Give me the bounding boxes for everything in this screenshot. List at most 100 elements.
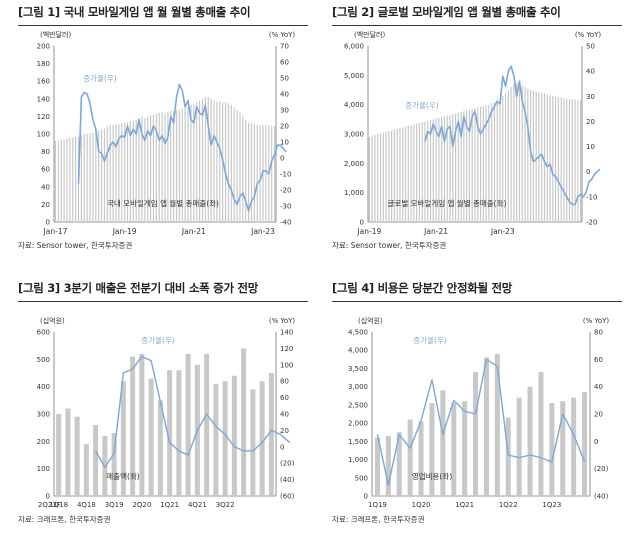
bar: [510, 87, 512, 222]
left-tick-label: 4,500: [348, 329, 368, 337]
figure-title: [그림 4] 비용은 당분간 안정화될 전망: [332, 281, 513, 295]
growth-line: [77, 83, 287, 212]
x-tick-label: 3Q19: [105, 501, 124, 509]
figure-source: 자료: Sensor tower, 한국투자증권: [332, 241, 447, 250]
bar: [546, 94, 548, 222]
bar: [201, 98, 204, 222]
bar: [93, 424, 99, 496]
bar: [549, 403, 555, 496]
bar: [121, 123, 123, 222]
bar: [462, 401, 468, 496]
left-axis-unit: (백만달러): [354, 30, 385, 39]
figure-2: [그림 2] 글로벌 모바일게임 앱 월별 총매출 추이 (백만달러) (% Yo…: [322, 4, 632, 269]
bar: [443, 116, 446, 222]
figure-4: [그림 4] 비용은 당분간 안정화될 전망 (십억원) (% YoY) 4,500…: [322, 280, 632, 545]
bar: [86, 134, 88, 222]
chart-4: (십억원) (% YoY) 4,500 4,000 3,500 3,000 2,500 2,0…: [348, 316, 610, 509]
bar: [527, 88, 529, 222]
bar: [124, 122, 126, 222]
bar: [374, 134, 376, 222]
right-tick-label: -20: [586, 219, 597, 227]
bar: [377, 134, 379, 222]
bar: [144, 118, 146, 222]
bar: [187, 106, 189, 222]
right-tick-label: 30: [586, 93, 595, 101]
title-rule: [332, 301, 622, 302]
bar: [460, 112, 462, 222]
left-tick-label: 2,500: [348, 401, 368, 409]
bar: [69, 137, 71, 222]
left-tick-label: 80: [41, 148, 50, 156]
right-tick-label: 60: [594, 356, 603, 364]
left-tick-label: 3,500: [348, 365, 368, 373]
bar: [219, 101, 221, 222]
x-tick-label: 1Q18: [49, 501, 68, 509]
bar: [496, 100, 498, 222]
left-tick-label: 500: [355, 474, 368, 482]
chart-1: (백만달러) (% YoY)200180160140120100806040200…: [37, 30, 296, 236]
growth-line: [95, 355, 291, 469]
x-tick-label: Jan-21: [181, 227, 206, 236]
bar: [224, 102, 227, 222]
x-tick-label: 1Q21: [160, 501, 179, 509]
bar: [115, 124, 117, 222]
left-tick-label: 1,000: [348, 456, 368, 464]
bar: [176, 370, 182, 496]
bar: [388, 131, 390, 222]
right-axis-unit: (% YoY): [583, 317, 610, 325]
bar: [138, 118, 140, 222]
left-tick-label: 100: [37, 131, 50, 139]
bar: [259, 381, 265, 496]
right-tick-label: 50: [280, 75, 289, 83]
bar: [577, 99, 579, 222]
bar: [100, 129, 103, 222]
bar: [557, 97, 559, 222]
left-axis-unit: (백만달러): [40, 30, 71, 39]
bar: [571, 397, 577, 496]
x-tick-label: 4Q18: [77, 501, 96, 509]
bar: [199, 100, 201, 222]
bar: [368, 136, 370, 222]
bar: [89, 133, 91, 222]
title-rule: [332, 25, 622, 26]
right-tick-label: (60): [280, 493, 295, 501]
bar: [432, 119, 434, 222]
bar: [271, 126, 273, 222]
bar: [196, 102, 198, 222]
bar: [245, 119, 247, 222]
left-tick-label: 2,000: [348, 420, 368, 428]
right-tick-label: 20: [586, 118, 595, 126]
bar: [483, 357, 489, 496]
right-tick-label: (40): [280, 476, 295, 484]
bar: [135, 119, 137, 222]
bar: [98, 130, 100, 222]
left-tick-label: 1,500: [348, 438, 368, 446]
right-tick-label: (20): [594, 465, 609, 473]
bar: [92, 133, 94, 222]
left-tick-label: 0: [46, 219, 50, 227]
right-tick-label: -40: [280, 219, 291, 227]
bar: [449, 114, 451, 222]
bar: [471, 109, 473, 222]
bar: [421, 122, 423, 222]
bar: [60, 140, 62, 222]
bar: [268, 373, 274, 496]
left-tick-label: 20: [41, 201, 50, 209]
x-tick-label: 1Q19: [368, 501, 387, 509]
bar: [118, 124, 120, 222]
right-tick-label: 40: [280, 411, 289, 419]
figure-3: [그림 3] 3분기 매출은 전분기 대비 소폭 증가 전망 (십억원) (% Y…: [8, 280, 318, 545]
bar: [438, 117, 440, 222]
left-tick-label: 5,000: [344, 72, 364, 80]
bar: [466, 110, 468, 222]
growth-line: [424, 65, 601, 206]
x-tick-label: Jan-19: [112, 227, 137, 236]
left-tick-label: 2,000: [344, 160, 364, 168]
left-tick-label: 120: [37, 113, 50, 121]
right-tick-label: 0: [586, 168, 590, 176]
left-tick-label: 180: [37, 60, 50, 68]
bar: [106, 126, 108, 222]
bar: [566, 98, 568, 222]
left-tick-label: 6,000: [344, 43, 364, 51]
bar: [441, 116, 443, 222]
